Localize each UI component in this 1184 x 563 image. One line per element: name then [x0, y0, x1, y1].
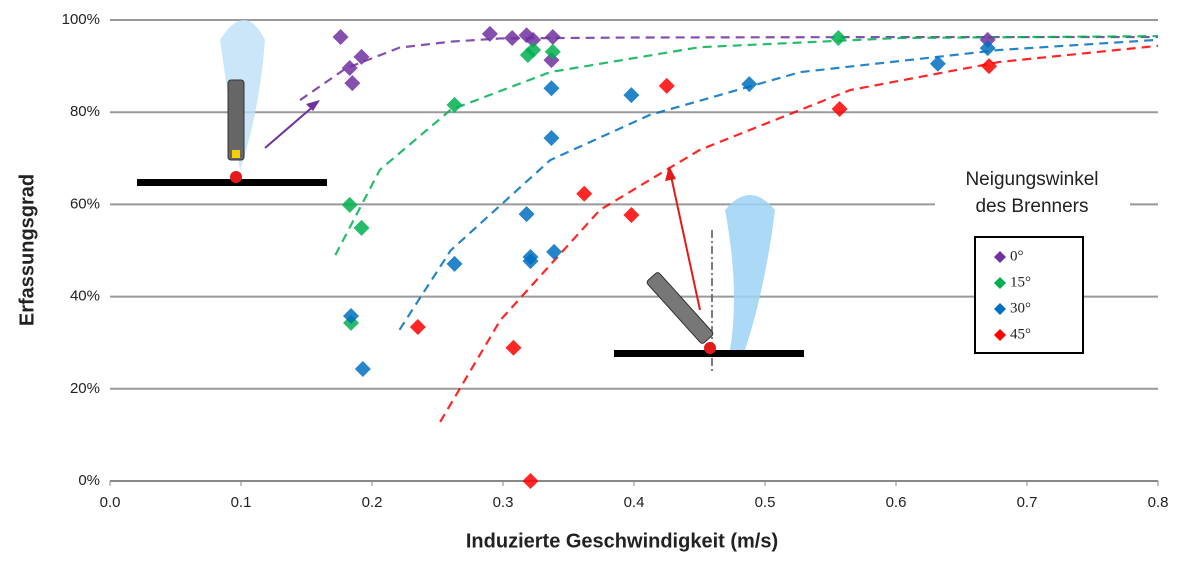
y-tick-label: 80% — [70, 103, 100, 120]
data-point — [447, 256, 463, 272]
data-point — [519, 206, 535, 222]
y-tick-label: 100% — [62, 11, 100, 28]
chart: 0% 20% 40% 60% 80% 100% 0.0 0.1 0.2 0.3 0.4 0.5 0.6 0… — [0, 0, 1184, 558]
y-tick-label: 20% — [70, 380, 100, 397]
x-tick-label: 0.6 — [886, 494, 907, 511]
data-point — [354, 49, 370, 65]
data-point — [333, 29, 349, 45]
data-point — [981, 58, 997, 74]
data-point — [354, 220, 370, 236]
trend-line — [300, 37, 1158, 100]
x-tick-label: 0.1 — [231, 494, 252, 511]
y-tick-label: 0% — [78, 472, 100, 489]
x-tick-label: 0.5 — [755, 494, 776, 511]
y-tick-label: 40% — [70, 288, 100, 305]
data-point — [342, 197, 358, 213]
legend-label: 0° — [1010, 248, 1024, 264]
data-point — [543, 80, 559, 96]
torch-illustration-vertical — [137, 20, 327, 186]
legend-title: des Brenners — [975, 196, 1088, 217]
x-tick-label: 0.2 — [362, 494, 383, 511]
x-tick-label: 0.3 — [493, 494, 514, 511]
data-point — [546, 244, 562, 260]
x-tick-label: 0.0 — [100, 494, 121, 511]
y-tick-label: 60% — [70, 195, 100, 212]
data-point — [830, 30, 846, 46]
data-point — [543, 130, 559, 146]
data-point — [980, 40, 996, 56]
data-point — [741, 76, 757, 92]
data-point — [504, 30, 520, 46]
trend-line — [440, 46, 1158, 422]
x-tick-label: 0.4 — [624, 494, 645, 511]
data-point — [344, 75, 360, 91]
data-point — [623, 207, 639, 223]
y-axis-title: Erfassungsgrad — [16, 174, 38, 326]
x-axis-title: Induzierte Geschwindigkeit (m/s) — [466, 530, 778, 552]
x-tick-label: 0.7 — [1017, 494, 1038, 511]
data-point — [623, 87, 639, 103]
data-point — [576, 186, 592, 202]
data-point — [659, 78, 675, 94]
legend-label: 30° — [1010, 300, 1031, 316]
legend-label: 45° — [1010, 326, 1031, 342]
legend-title: Neigungswinkel — [965, 169, 1098, 190]
legend: 0° 15° 30° 45° — [975, 237, 1083, 353]
data-point — [523, 473, 539, 489]
data-point — [930, 56, 946, 72]
data-point — [342, 60, 358, 76]
data-point — [545, 29, 561, 45]
x-tick-label: 0.8 — [1148, 494, 1169, 511]
data-point — [505, 340, 521, 356]
data-point — [410, 319, 426, 335]
data-point — [832, 101, 848, 117]
torch-illustration-tilted — [614, 166, 804, 372]
legend-label: 15° — [1010, 274, 1031, 290]
data-point — [355, 361, 371, 377]
